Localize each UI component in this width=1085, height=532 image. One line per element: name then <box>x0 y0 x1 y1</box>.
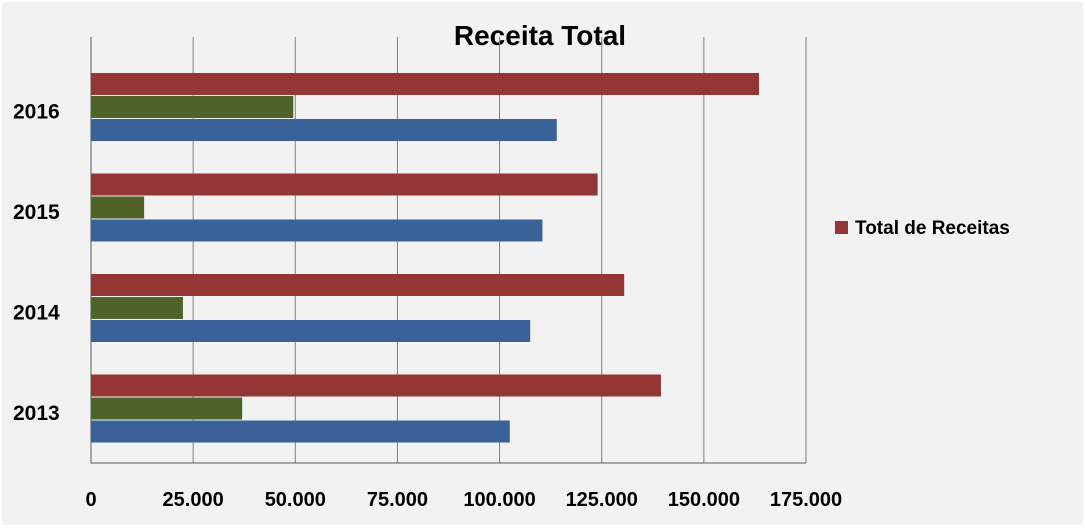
legend-label: Total de Receitas <box>855 218 1010 239</box>
legend-swatch <box>835 221 848 234</box>
bar-2015-series-1 <box>91 196 145 219</box>
y-tick-label: 2014 <box>13 301 60 324</box>
y-tick-label: 2015 <box>13 201 60 224</box>
bar-2013-series-1 <box>91 397 243 420</box>
bar-2016-series-0 <box>91 119 557 141</box>
bar-2014-series-2 <box>91 274 625 296</box>
bars <box>91 73 760 443</box>
chart-title: Receita Total <box>454 20 626 51</box>
bar-2016-series-2 <box>91 73 760 95</box>
bar-2015-series-2 <box>91 173 598 196</box>
gridlines <box>90 37 807 464</box>
x-tick-label: 50.000 <box>265 489 326 511</box>
x-tick-label: 125.000 <box>566 489 638 511</box>
bar-2013-series-0 <box>91 420 510 443</box>
bar-2014-series-1 <box>91 297 183 319</box>
bar-2014-series-0 <box>91 320 531 342</box>
y-axis-labels: 2013 2014 2015 2016 <box>13 100 60 425</box>
x-tick-label: 175.000 <box>770 489 842 511</box>
x-tick-label: 0 <box>85 489 96 511</box>
bar-2013-series-2 <box>91 374 661 397</box>
bar-2016-series-1 <box>91 96 294 118</box>
y-tick-label: 2013 <box>13 402 60 425</box>
legend: Total de Receitas <box>835 218 1010 239</box>
x-tick-label: 75.000 <box>367 489 428 511</box>
x-tick-label: 100.000 <box>463 489 535 511</box>
x-axis-labels: 0 25.000 50.000 75.000 100.000 125.000 150.000… <box>85 489 842 511</box>
x-tick-label: 25.000 <box>163 489 224 511</box>
x-tick-label: 150.000 <box>668 489 740 511</box>
y-tick-label: 2016 <box>13 100 60 123</box>
bar-2015-series-0 <box>91 219 543 242</box>
